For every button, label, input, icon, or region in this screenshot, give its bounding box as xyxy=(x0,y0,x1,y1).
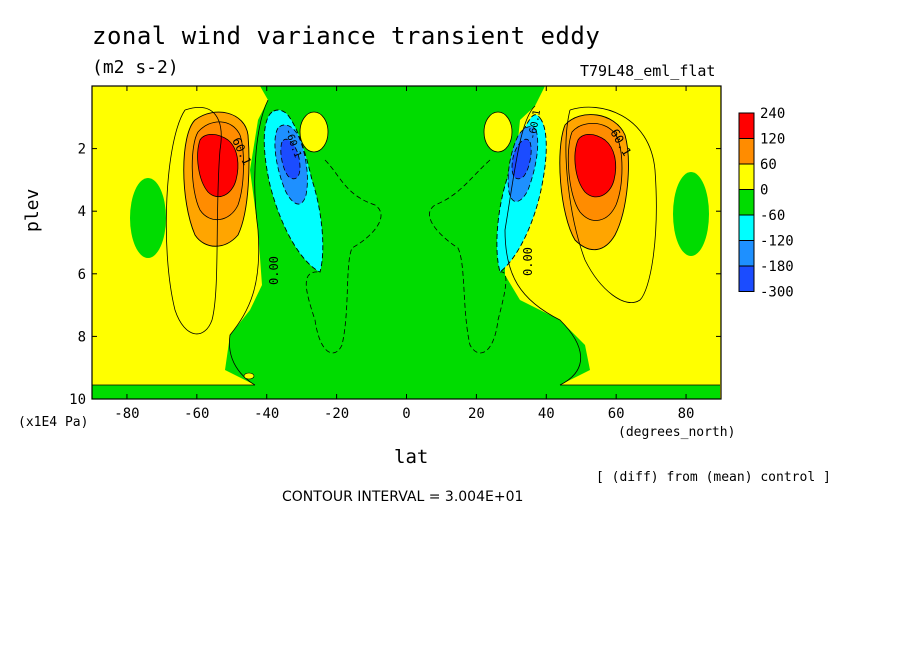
colorbar-swatch xyxy=(738,112,755,139)
y-axis: 2 4 6 8 10 xyxy=(69,142,721,408)
y-axis-label: plev xyxy=(22,188,43,232)
x-tick-label: 40 xyxy=(538,406,555,422)
colorbar: 240 120 60 0 -60 -120 -180 -300 xyxy=(738,106,794,301)
contour-lines xyxy=(92,99,720,386)
colorbar-label: 240 xyxy=(760,106,785,122)
x-axis: -80 -60 -40 -20 0 20 40 60 80 xyxy=(114,86,694,422)
colorbar-label: 120 xyxy=(760,132,785,148)
colorbar-swatch xyxy=(738,163,755,190)
central-negative-region xyxy=(92,86,720,399)
contour-label-north-0: 0.00 xyxy=(521,247,535,276)
diff-note: [ (diff) from (mean) control ] xyxy=(596,470,831,485)
south-green-island xyxy=(130,178,166,258)
x-axis-label: lat xyxy=(394,446,429,468)
x-tick-label: -40 xyxy=(254,406,279,422)
colorbar-swatch xyxy=(738,240,755,267)
x-tick-label: 20 xyxy=(468,406,485,422)
x-tick-label: -20 xyxy=(324,406,349,422)
y-tick-label: 10 xyxy=(69,392,86,408)
south-positive-red xyxy=(197,133,239,197)
contour-label-north-neg: -60.1 xyxy=(527,109,543,141)
small-yellow-spot xyxy=(243,372,255,380)
x-tick-label: 0 xyxy=(402,406,410,422)
x-tick-label: -60 xyxy=(184,406,209,422)
south-zero-contour xyxy=(229,99,269,386)
contour-interval: CONTOUR INTERVAL = 3.004E+01 xyxy=(282,489,524,505)
colorbar-label: -300 xyxy=(760,285,794,301)
colorbar-swatch xyxy=(738,214,755,241)
colorbar-label: -180 xyxy=(760,259,794,275)
y-tick-label: 4 xyxy=(78,204,86,220)
colorbar-swatch xyxy=(738,265,755,292)
north-contour-60 xyxy=(565,106,657,303)
south-neg-contour xyxy=(305,159,382,354)
x-tick-label: 80 xyxy=(678,406,695,422)
north-negative-dark-blue xyxy=(511,138,532,180)
units-label: (m2 s-2) xyxy=(92,57,179,78)
south-contour-60 xyxy=(165,107,222,335)
north-neg-contour xyxy=(429,159,507,354)
y-axis-units: (x1E4 Pa) xyxy=(18,415,89,430)
x-axis-units: (degrees_north) xyxy=(618,425,736,440)
north-green-island xyxy=(673,172,709,256)
chart-title: zonal wind variance transient eddy xyxy=(92,22,601,50)
north-yellow-island xyxy=(483,111,513,153)
north-zero-contour xyxy=(504,105,582,386)
colorbar-swatch xyxy=(738,189,755,216)
plot-area xyxy=(92,86,721,399)
y-tick-label: 6 xyxy=(78,267,86,283)
colorbar-label: 60 xyxy=(760,157,777,173)
run-name: T79L48_eml_flat xyxy=(580,62,716,80)
north-positive-red xyxy=(574,133,617,198)
colorbar-swatch xyxy=(738,138,755,165)
y-tick-label: 2 xyxy=(78,142,86,158)
south-yellow-island xyxy=(299,111,329,153)
colorbar-label: 0 xyxy=(760,183,768,199)
colorbar-label: -60 xyxy=(760,208,785,224)
south-negative-dark-blue xyxy=(280,138,301,180)
contour-label-south-0: 0.00 xyxy=(267,256,281,285)
x-tick-label: -80 xyxy=(114,406,139,422)
y-tick-label: 8 xyxy=(78,329,86,345)
x-tick-label: 60 xyxy=(608,406,625,422)
colorbar-label: -120 xyxy=(760,234,794,250)
